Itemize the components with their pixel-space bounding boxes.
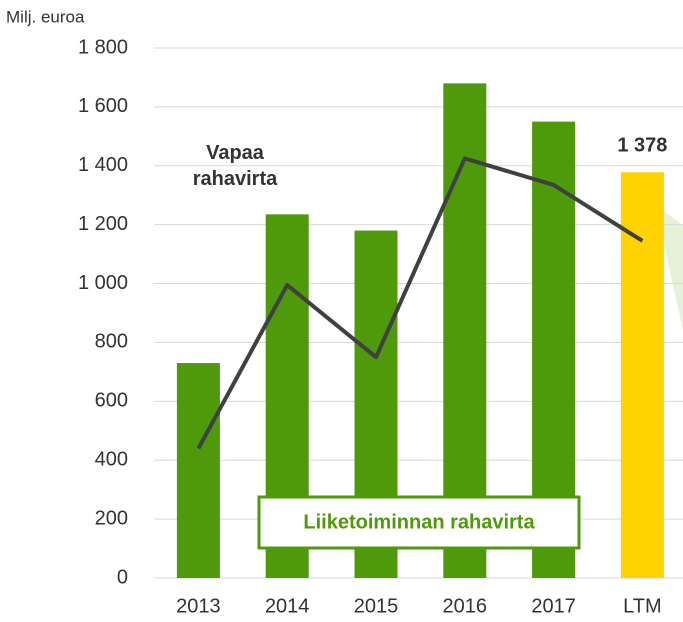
y-tick-label: 1 800 xyxy=(78,36,128,58)
y-tick-label: 200 xyxy=(95,507,128,529)
x-tick-label: 2017 xyxy=(531,595,576,617)
y-axis-label: Milj. euroa xyxy=(6,7,85,26)
y-tick-label: 1 400 xyxy=(78,154,128,176)
y-tick-label: 1 600 xyxy=(78,95,128,117)
y-tick-label: 1 200 xyxy=(78,213,128,235)
x-tick-label: 2015 xyxy=(354,595,399,617)
line xyxy=(196,156,644,450)
legend-label: Liiketoiminnan rahavirta xyxy=(303,511,535,533)
legend-label: Vapaa rahavirta xyxy=(192,142,278,190)
bar xyxy=(176,363,220,578)
x-tick-label: 2014 xyxy=(265,595,310,617)
y-tick-label: 0 xyxy=(117,566,128,588)
legend-label-wrap: Vapaa rahavirta xyxy=(192,142,278,190)
x-tick-label: 2016 xyxy=(443,595,488,617)
y-tick-label: 400 xyxy=(95,449,128,471)
y-tick-label: 1 000 xyxy=(78,272,128,294)
y-tick-label: 600 xyxy=(95,390,128,412)
data-label: 1 378 xyxy=(617,135,667,157)
y-tick-label: 800 xyxy=(95,331,128,353)
grid xyxy=(154,47,683,579)
x-tick-label: 2013 xyxy=(176,595,221,617)
x-tick-label: LTM xyxy=(623,595,662,617)
legend-box xyxy=(257,495,581,550)
